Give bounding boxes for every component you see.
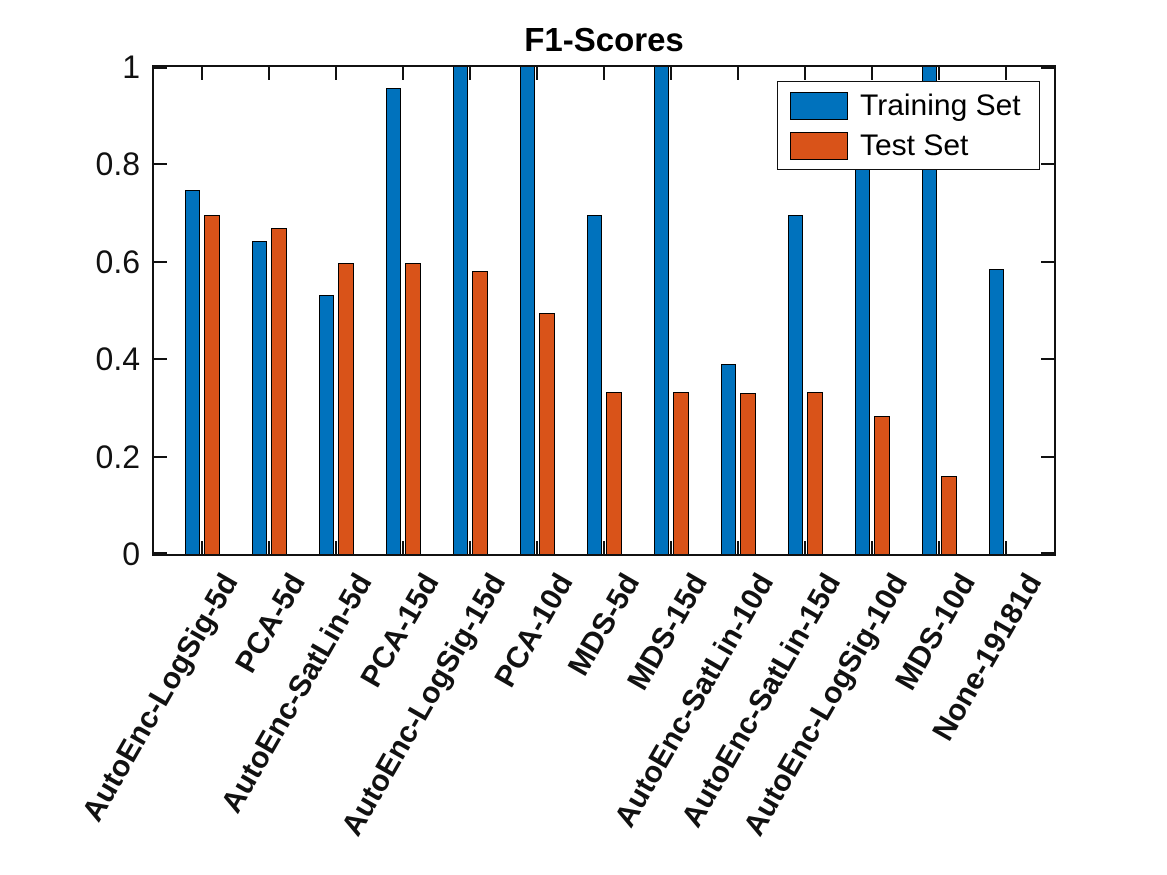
legend-label-test-set: Test Set xyxy=(860,128,969,162)
x-axis-tick xyxy=(1005,541,1007,554)
x-axis-tick-top xyxy=(670,67,672,80)
x-axis-tick xyxy=(335,541,337,554)
y-axis-tick xyxy=(154,163,167,166)
bar-training-1 xyxy=(184,190,200,554)
x-axis-tick xyxy=(670,541,672,554)
bar-test-2 xyxy=(271,228,287,554)
bar-training-4 xyxy=(385,88,401,554)
x-axis-tick-top xyxy=(1005,67,1007,80)
x-axis-tick-top xyxy=(201,67,203,80)
y-axis-tick xyxy=(154,552,167,554)
x-axis-tick xyxy=(402,541,404,554)
bar-test-3 xyxy=(338,263,354,554)
bar-training-12 xyxy=(921,67,937,554)
x-axis-tick-top xyxy=(603,67,605,80)
y-axis-tick xyxy=(154,455,167,458)
chart-title: F1-Scores xyxy=(524,21,684,58)
x-axis-tick-top xyxy=(268,67,270,80)
bar-test-11 xyxy=(874,416,890,554)
bar-training-5 xyxy=(452,67,468,554)
x-axis-tick-top xyxy=(938,67,940,80)
y-tick-label: 0.2 xyxy=(95,438,140,475)
bar-test-5 xyxy=(472,271,488,554)
bar-test-9 xyxy=(740,393,756,554)
x-axis-tick-top xyxy=(469,67,471,80)
x-axis-tick xyxy=(469,541,471,554)
y-axis-tick-right xyxy=(1041,455,1054,458)
legend-entry-training-set: Training Set xyxy=(790,88,1027,122)
x-axis-tick-top xyxy=(335,67,337,80)
y-tick-label: 0.8 xyxy=(95,146,140,183)
bar-test-1 xyxy=(204,215,220,554)
bar-training-2 xyxy=(251,241,267,554)
bar-training-7 xyxy=(586,215,602,554)
legend-swatch-test-set xyxy=(790,131,848,160)
y-axis-tick-right xyxy=(1041,260,1054,263)
legend-entry-test-set: Test Set xyxy=(790,128,1027,162)
bar-test-8 xyxy=(673,392,689,554)
bar-training-3 xyxy=(318,295,334,554)
y-tick-label: 0.4 xyxy=(95,341,140,378)
legend-label-training-set: Training Set xyxy=(860,88,1021,122)
x-axis-tick xyxy=(268,541,270,554)
x-axis-tick xyxy=(871,541,873,554)
x-axis-tick xyxy=(737,541,739,554)
bar-test-7 xyxy=(606,392,622,554)
bar-training-10 xyxy=(787,215,803,554)
legend-swatch-training-set xyxy=(790,91,848,120)
y-axis-tick-right xyxy=(1041,552,1054,554)
y-tick-label: 0.6 xyxy=(95,243,140,280)
bar-test-4 xyxy=(405,263,421,554)
x-axis-tick xyxy=(938,541,940,554)
bar-training-13 xyxy=(988,269,1004,554)
x-axis-tick xyxy=(804,541,806,554)
x-axis-tick-top xyxy=(804,67,806,80)
y-axis-tick-right xyxy=(1041,67,1054,69)
bar-test-12 xyxy=(941,476,957,554)
y-tick-label: 1 xyxy=(122,49,140,85)
x-axis-tick-top xyxy=(871,67,873,80)
x-tick-label: AutoEnc-LogSig-5d xyxy=(76,568,245,827)
x-axis-tick xyxy=(536,541,538,554)
y-axis-tick-right xyxy=(1041,163,1054,166)
x-axis-tick xyxy=(201,541,203,554)
bar-training-6 xyxy=(519,67,535,554)
x-axis-tick-top xyxy=(402,67,404,80)
bar-training-8 xyxy=(653,67,669,554)
bar-training-11 xyxy=(854,164,870,554)
bar-training-9 xyxy=(720,364,736,554)
bar-test-6 xyxy=(539,313,555,554)
y-axis-tick xyxy=(154,260,167,263)
x-axis-tick-top xyxy=(737,67,739,80)
y-axis-tick xyxy=(154,358,167,361)
x-axis-tick-top xyxy=(536,67,538,80)
x-axis-tick xyxy=(603,541,605,554)
legend: Training Set Test Set xyxy=(777,81,1040,170)
y-tick-label: 0 xyxy=(122,536,140,572)
y-axis-tick-right xyxy=(1041,358,1054,361)
bar-test-10 xyxy=(807,392,823,554)
y-axis-tick xyxy=(154,67,167,69)
